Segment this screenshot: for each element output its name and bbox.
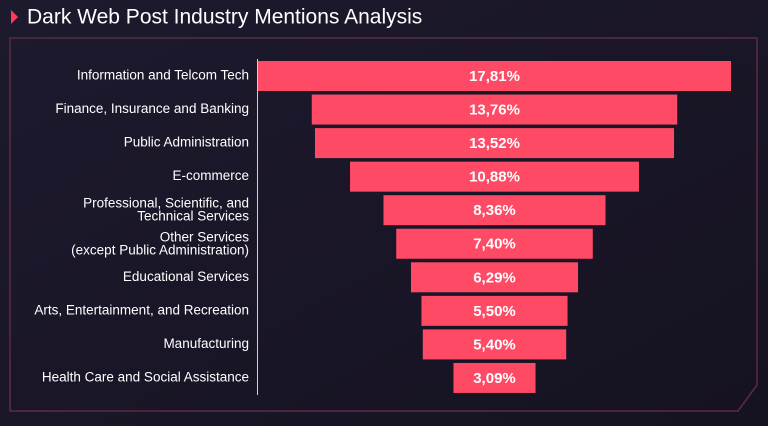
category-label: Other Services (except Public Administrat… xyxy=(71,229,249,257)
bar xyxy=(453,362,536,393)
category-label: Educational Services xyxy=(123,269,249,284)
bar xyxy=(396,228,593,259)
value-label: 13,76% xyxy=(469,102,520,119)
value-label: 10,88% xyxy=(469,169,520,186)
value-label: 6,29% xyxy=(473,269,516,286)
value-label: 8,36% xyxy=(473,202,516,219)
category-label-line: Other Services xyxy=(160,229,250,244)
bar xyxy=(410,262,579,293)
value-label: 3,09% xyxy=(473,370,516,387)
category-label: Finance, Insurance and Banking xyxy=(55,101,249,116)
category-label: Information and Telcom Tech xyxy=(77,68,249,83)
category-label: Public Administration xyxy=(124,135,249,150)
bar xyxy=(258,61,731,91)
value-label: 17,81% xyxy=(469,68,520,85)
bar xyxy=(314,128,675,159)
bar xyxy=(350,161,639,192)
value-label: 5,50% xyxy=(473,303,516,320)
value-label: 5,40% xyxy=(473,336,516,353)
value-label: 13,52% xyxy=(469,135,520,152)
category-label-line: Professional, Scientific, and xyxy=(83,195,249,210)
value-label: 7,40% xyxy=(473,236,516,253)
category-label-line: (except Public Administration) xyxy=(71,242,249,257)
title-marker xyxy=(11,10,18,24)
category-label-line: Technical Services xyxy=(137,208,249,223)
chart-title: Dark Web Post Industry Mentions Analysis xyxy=(27,6,422,29)
category-label: Manufacturing xyxy=(163,336,249,351)
panel-border xyxy=(9,37,758,412)
category-label: Arts, Entertainment, and Recreation xyxy=(34,302,249,317)
bar xyxy=(311,94,678,125)
category-label: Professional, Scientific, and Technical S… xyxy=(83,195,249,223)
category-label: Health Care and Social Assistance xyxy=(42,370,249,385)
category-label: E-commerce xyxy=(172,168,249,183)
bar xyxy=(421,295,568,326)
bar xyxy=(383,195,606,226)
bar xyxy=(422,329,567,360)
